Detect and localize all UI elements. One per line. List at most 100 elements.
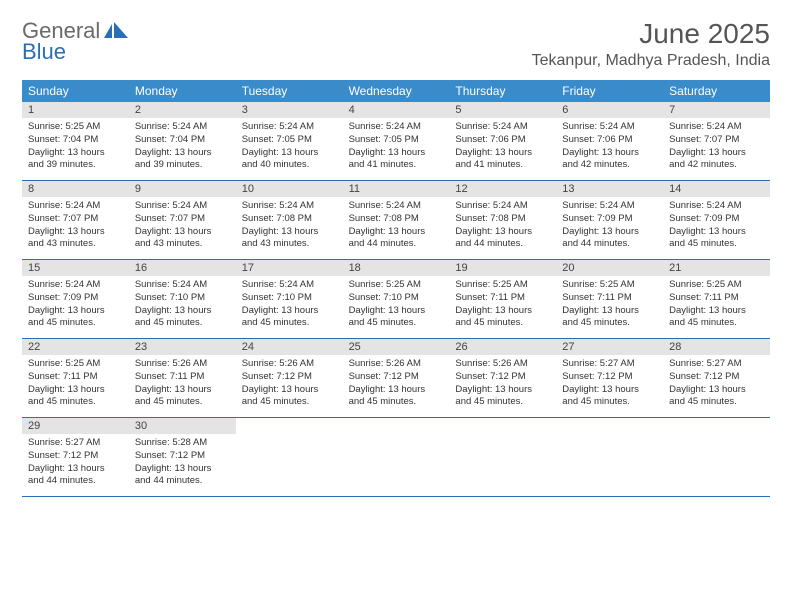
sunset-line: Sunset: 7:11 PM [28,371,123,384]
sunset-line: Sunset: 7:07 PM [669,134,764,147]
daylight-line: Daylight: 13 hours and 45 minutes. [669,226,764,252]
daylight-line: Daylight: 13 hours and 42 minutes. [669,147,764,173]
header: General Blue June 2025 Tekanpur, Madhya … [22,18,770,70]
sunrise-line: Sunrise: 5:24 AM [28,200,123,213]
day-cell: 18Sunrise: 5:25 AMSunset: 7:10 PMDayligh… [343,260,450,338]
sunrise-line: Sunrise: 5:24 AM [349,121,444,134]
sunset-line: Sunset: 7:08 PM [242,213,337,226]
sunrise-line: Sunrise: 5:24 AM [562,200,657,213]
sunrise-line: Sunrise: 5:24 AM [562,121,657,134]
day-number: 19 [449,260,556,276]
sunrise-line: Sunrise: 5:24 AM [28,279,123,292]
sunset-line: Sunset: 7:07 PM [28,213,123,226]
day-cell: 11 Sunrise: 5:24 AMSunset: 7:08 PMDayligh… [343,181,450,259]
daylight-line: Daylight: 13 hours and 45 minutes. [28,384,123,410]
sunset-line: Sunset: 7:11 PM [455,292,550,305]
sunset-line: Sunset: 7:12 PM [135,450,230,463]
daylight-line: Daylight: 13 hours and 45 minutes. [242,305,337,331]
sunset-line: Sunset: 7:11 PM [135,371,230,384]
sunrise-line: Sunrise: 5:24 AM [242,279,337,292]
daylight-line: Daylight: 13 hours and 43 minutes. [242,226,337,252]
daylight-line: Daylight: 13 hours and 45 minutes. [669,384,764,410]
day-cell: 19Sunrise: 5:25 AMSunset: 7:11 PMDayligh… [449,260,556,338]
daylight-line: Daylight: 13 hours and 44 minutes. [349,226,444,252]
sunrise-line: Sunrise: 5:26 AM [455,358,550,371]
sunset-line: Sunset: 7:12 PM [562,371,657,384]
sunrise-line: Sunrise: 5:24 AM [135,121,230,134]
sunrise-line: Sunrise: 5:25 AM [669,279,764,292]
weeks-container: 1Sunrise: 5:25 AMSunset: 7:04 PMDaylight… [22,102,770,497]
daylight-line: Daylight: 13 hours and 45 minutes. [135,305,230,331]
sunrise-line: Sunrise: 5:24 AM [669,121,764,134]
daylight-line: Daylight: 13 hours and 44 minutes. [562,226,657,252]
sunset-line: Sunset: 7:10 PM [349,292,444,305]
sunrise-line: Sunrise: 5:26 AM [135,358,230,371]
sunset-line: Sunset: 7:12 PM [349,371,444,384]
day-number: 9 [129,181,236,197]
day-cell: 27Sunrise: 5:27 AMSunset: 7:12 PMDayligh… [556,339,663,417]
sunset-line: Sunset: 7:04 PM [135,134,230,147]
location-text: Tekanpur, Madhya Pradesh, India [532,52,770,70]
day-number: 22 [22,339,129,355]
day-number: 18 [343,260,450,276]
sunset-line: Sunset: 7:08 PM [349,213,444,226]
weekday-header: Thursday [449,80,556,102]
daylight-line: Daylight: 13 hours and 45 minutes. [562,384,657,410]
day-cell: 6Sunrise: 5:24 AMSunset: 7:06 PMDaylight… [556,102,663,180]
sunrise-line: Sunrise: 5:24 AM [349,200,444,213]
day-number: 16 [129,260,236,276]
weekday-header: Friday [556,80,663,102]
day-number: 2 [129,102,236,118]
daylight-line: Daylight: 13 hours and 42 minutes. [562,147,657,173]
day-cell: 30Sunrise: 5:28 AMSunset: 7:12 PMDayligh… [129,418,236,496]
day-number: 13 [556,181,663,197]
sunrise-line: Sunrise: 5:26 AM [349,358,444,371]
sunrise-line: Sunrise: 5:27 AM [28,437,123,450]
sunrise-line: Sunrise: 5:24 AM [135,279,230,292]
sunrise-line: Sunrise: 5:25 AM [28,358,123,371]
week-row: 8Sunrise: 5:24 AMSunset: 7:07 PMDaylight… [22,181,770,260]
sunset-line: Sunset: 7:12 PM [669,371,764,384]
day-number: 11 [343,181,450,197]
day-cell: 5Sunrise: 5:24 AMSunset: 7:06 PMDaylight… [449,102,556,180]
daylight-line: Daylight: 13 hours and 44 minutes. [28,463,123,489]
day-number: 20 [556,260,663,276]
sunset-line: Sunset: 7:08 PM [455,213,550,226]
page-title: June 2025 [532,18,770,50]
sunset-line: Sunset: 7:09 PM [669,213,764,226]
day-number: 21 [663,260,770,276]
sunset-line: Sunset: 7:11 PM [562,292,657,305]
sunset-line: Sunset: 7:04 PM [28,134,123,147]
week-row: 15Sunrise: 5:24 AMSunset: 7:09 PMDayligh… [22,260,770,339]
weekday-header-row: SundayMondayTuesdayWednesdayThursdayFrid… [22,80,770,102]
day-number: 10 [236,181,343,197]
day-number: 3 [236,102,343,118]
sunrise-line: Sunrise: 5:28 AM [135,437,230,450]
week-row: 1Sunrise: 5:25 AMSunset: 7:04 PMDaylight… [22,102,770,181]
day-number: 6 [556,102,663,118]
day-cell: 15Sunrise: 5:24 AMSunset: 7:09 PMDayligh… [22,260,129,338]
sunset-line: Sunset: 7:12 PM [28,450,123,463]
day-number: 1 [22,102,129,118]
daylight-line: Daylight: 13 hours and 39 minutes. [135,147,230,173]
daylight-line: Daylight: 13 hours and 45 minutes. [349,384,444,410]
day-number: 23 [129,339,236,355]
day-number: 8 [22,181,129,197]
day-cell: 4Sunrise: 5:24 AMSunset: 7:05 PMDaylight… [343,102,450,180]
empty-cell [343,418,450,496]
day-number: 25 [343,339,450,355]
sunrise-line: Sunrise: 5:24 AM [455,121,550,134]
day-cell: 12Sunrise: 5:24 AMSunset: 7:08 PMDayligh… [449,181,556,259]
sunrise-line: Sunrise: 5:25 AM [28,121,123,134]
daylight-line: Daylight: 13 hours and 44 minutes. [455,226,550,252]
day-cell: 16Sunrise: 5:24 AMSunset: 7:10 PMDayligh… [129,260,236,338]
day-cell: 25 Sunrise: 5:26 AMSunset: 7:12 PMDayligh… [343,339,450,417]
sunrise-line: Sunrise: 5:25 AM [562,279,657,292]
day-number: 24 [236,339,343,355]
sunrise-line: Sunrise: 5:24 AM [242,200,337,213]
sunrise-line: Sunrise: 5:25 AM [349,279,444,292]
logo-sail-icon [104,22,128,40]
day-number: 15 [22,260,129,276]
day-cell: 20Sunrise: 5:25 AMSunset: 7:11 PMDayligh… [556,260,663,338]
sunset-line: Sunset: 7:09 PM [28,292,123,305]
